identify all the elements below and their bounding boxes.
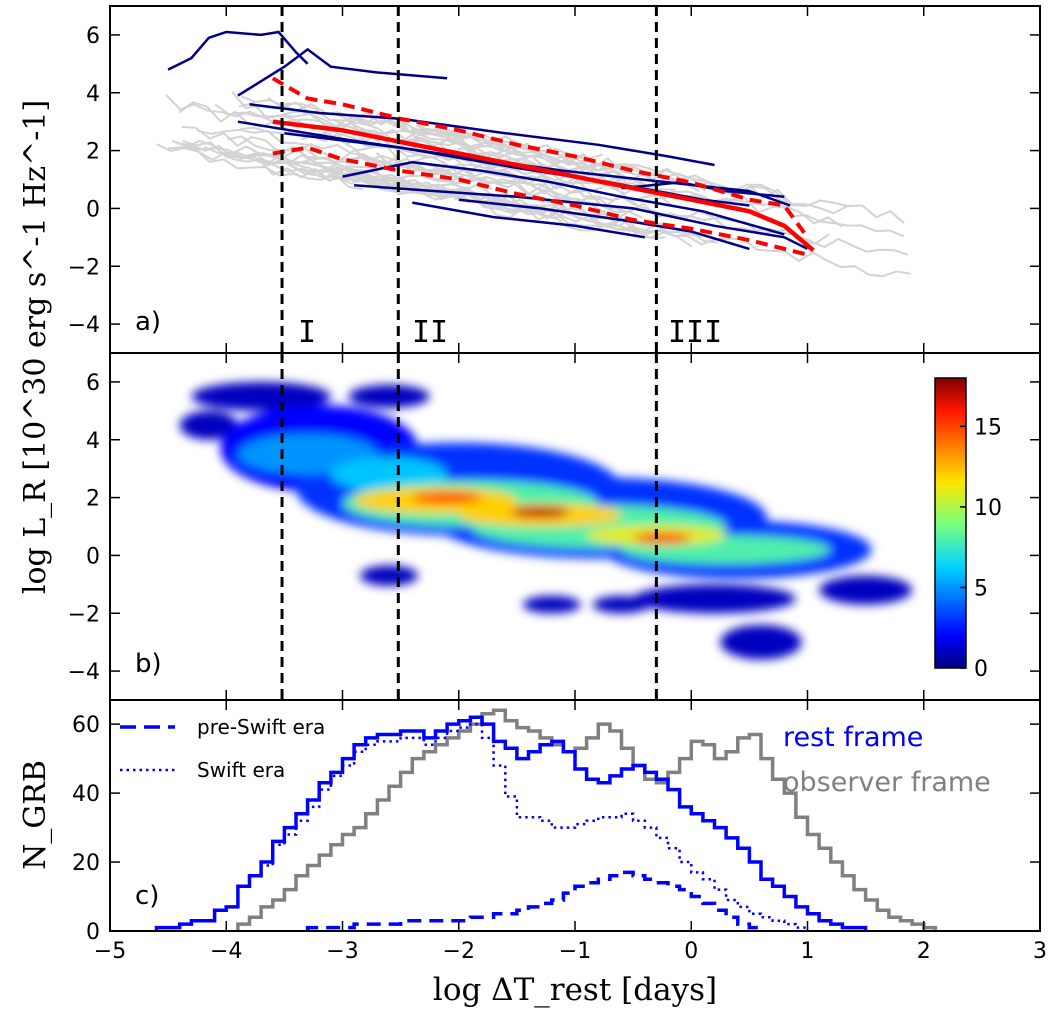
y-tick-label: 60 xyxy=(72,713,100,738)
colorbar: 0 5 10 15 xyxy=(934,377,1002,682)
density-patch xyxy=(191,381,331,411)
region-label-i: I xyxy=(298,315,316,350)
y-tick-label: 2 xyxy=(86,487,100,512)
y-tick-label: 2 xyxy=(86,140,100,165)
density-patch xyxy=(819,575,913,605)
colorbar-tick-label: 0 xyxy=(974,657,988,682)
y-tick-label: 0 xyxy=(86,197,100,222)
y-axis-label-ngrb: N_GRB xyxy=(18,760,53,870)
x-tick-label: −5 xyxy=(94,939,126,964)
y-tick-label: 4 xyxy=(86,82,100,107)
gray-light-curve xyxy=(234,150,654,227)
y-tick-label: 4 xyxy=(86,429,100,454)
x-tick-label: 0 xyxy=(684,939,698,964)
blue-light-curve xyxy=(167,30,309,71)
panel-c: c) pre-Swift era Swift era rest frame ob… xyxy=(72,700,1047,964)
gray-light-curve xyxy=(177,142,499,208)
panel-a: a) I II III 6 4 2 0 −2 −4 xyxy=(68,6,1041,353)
blue-light-curve xyxy=(249,103,715,167)
x-axis-label: log ΔT_rest [days] xyxy=(433,972,717,1008)
density-contours xyxy=(179,381,913,660)
y-tick-label: 40 xyxy=(72,782,100,807)
panel-label-a: a) xyxy=(135,307,161,337)
colorbar-gradient xyxy=(934,377,967,669)
rest-frame-label: rest frame xyxy=(783,722,923,753)
blue-light-curve xyxy=(237,47,448,97)
x-tick-label: −4 xyxy=(210,939,242,964)
x-tick-label: 3 xyxy=(1033,939,1047,964)
mean-minus-sigma-line xyxy=(272,145,808,257)
region-dividers-b xyxy=(280,353,658,700)
density-patch xyxy=(633,533,692,544)
gray-light-curves xyxy=(156,91,911,278)
region-label-ii: II xyxy=(412,315,448,350)
y-tick-label: 0 xyxy=(86,544,100,569)
legend: pre-Swift era Swift era xyxy=(120,715,325,782)
y-tick-label: −2 xyxy=(68,602,100,627)
blue-light-curve xyxy=(458,198,750,251)
y-tick-label: −2 xyxy=(68,255,100,280)
panel-label-c: c) xyxy=(135,881,159,911)
density-patch xyxy=(522,595,581,614)
density-patch xyxy=(412,491,482,504)
y-tick-label: 6 xyxy=(86,371,100,396)
y-tick-label: 6 xyxy=(86,24,100,49)
panel-b: b) 0 5 10 15 6 4 2 0 −2 −4 xyxy=(68,353,1041,700)
density-patch xyxy=(348,384,430,408)
gray-light-curve xyxy=(400,121,848,215)
blue-light-curve xyxy=(342,160,785,236)
y-tick-label: 20 xyxy=(72,851,100,876)
region-label-iii: III xyxy=(668,315,722,350)
gray-light-curve xyxy=(422,139,843,228)
blue-light-curve xyxy=(412,201,646,239)
colorbar-tick-label: 10 xyxy=(974,496,1002,521)
gray-light-curve xyxy=(415,124,905,224)
blue-light-curve xyxy=(237,120,791,207)
legend-label-pre-swift: pre-Swift era xyxy=(197,715,325,739)
blue-light-curve xyxy=(354,184,809,251)
gray-light-curve xyxy=(197,128,450,172)
density-patch xyxy=(359,565,419,586)
y-axis-label-luminosity: log L_R [10^30 erg s^-1 Hz^-1] xyxy=(18,100,53,594)
observer-frame-label: observer frame xyxy=(783,767,991,798)
x-tick-label: 1 xyxy=(801,939,815,964)
y-tick-label: −4 xyxy=(68,660,100,685)
pre-swift-era-histogram xyxy=(305,870,763,931)
mean-line xyxy=(272,119,815,253)
colorbar-tick-label: 15 xyxy=(974,415,1002,440)
region-dividers-a xyxy=(280,6,658,353)
y-tick-label: −4 xyxy=(68,313,100,338)
x-tick-label: −1 xyxy=(559,939,591,964)
x-tick-label: −2 xyxy=(443,939,475,964)
observer-frame-histogram xyxy=(236,708,938,931)
x-tick-label: 2 xyxy=(917,939,931,964)
panel-a-frame xyxy=(109,5,1041,354)
density-patch xyxy=(592,595,651,614)
panel-c-frame xyxy=(109,699,1041,932)
panel-label-b: b) xyxy=(135,649,162,679)
x-tick-label: −3 xyxy=(326,939,358,964)
gray-light-curve xyxy=(304,147,613,212)
mean-plus-sigma-line xyxy=(271,76,810,239)
colorbar-tick-label: 5 xyxy=(974,576,988,601)
density-patch xyxy=(179,410,238,440)
gray-light-curve xyxy=(238,102,700,193)
legend-label-swift: Swift era xyxy=(197,758,285,782)
swift-era-histogram xyxy=(155,722,809,931)
density-patch xyxy=(633,584,796,614)
gray-light-curve xyxy=(172,140,508,207)
density-patch xyxy=(720,624,802,660)
rest-frame-histogram xyxy=(154,715,868,931)
density-patch xyxy=(511,506,570,518)
y-tick-label: 0 xyxy=(86,920,100,945)
